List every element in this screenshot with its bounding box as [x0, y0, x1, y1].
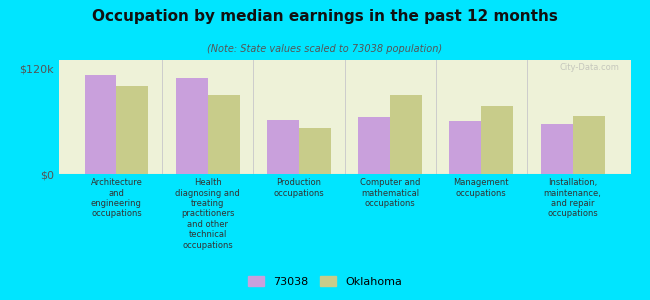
- Bar: [541, 124, 573, 174]
- Bar: [84, 75, 116, 174]
- Bar: [573, 116, 604, 174]
- Bar: [358, 117, 390, 174]
- Bar: [482, 106, 514, 174]
- Legend: 73038, Oklahoma: 73038, Oklahoma: [243, 272, 407, 291]
- Bar: [116, 86, 148, 174]
- Text: Occupation by median earnings in the past 12 months: Occupation by median earnings in the pas…: [92, 9, 558, 24]
- Bar: [299, 128, 331, 174]
- Text: (Note: State values scaled to 73038 population): (Note: State values scaled to 73038 popu…: [207, 44, 443, 53]
- Bar: [267, 120, 299, 174]
- Bar: [449, 122, 482, 174]
- Bar: [390, 95, 422, 174]
- Bar: [207, 95, 240, 174]
- Text: City-Data.com: City-Data.com: [559, 63, 619, 72]
- Bar: [176, 77, 207, 174]
